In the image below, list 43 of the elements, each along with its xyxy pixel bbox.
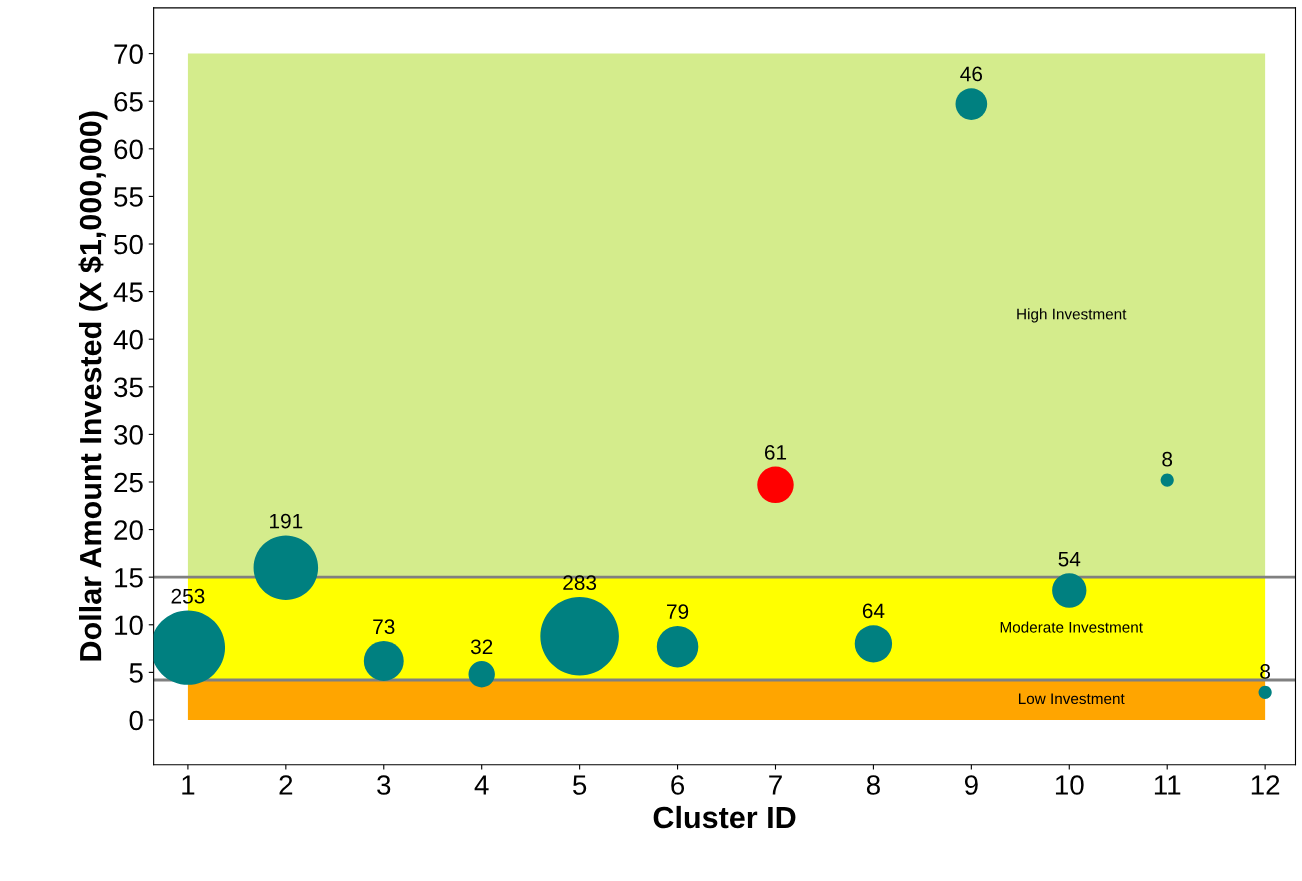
band-label: Moderate Investment [1000,621,1143,633]
x-tick-label: 8 [866,775,880,795]
data-label: 54 [1058,551,1081,567]
y-tick-label: 55 [114,187,143,207]
y-tick-label: 35 [114,377,143,398]
x-tick-label: 12 [1251,775,1280,795]
y-tick-label: 30 [114,425,143,445]
y-tick-label: 70 [114,44,143,64]
x-tick-label: 5 [573,775,587,795]
y-axis-title: Dollar Amount Invested (X $1,000,000) [78,111,108,661]
y-tick-label: 5 [129,663,143,683]
data-label: 8 [1162,451,1173,467]
y-tick-label: 0 [129,710,143,731]
x-tick-label: 3 [377,775,391,795]
x-axis-title: Cluster ID [653,805,796,829]
y-tick-label: 40 [113,329,143,350]
data-label: 253 [171,588,205,604]
y-tick-label: 45 [113,282,143,302]
band-label: High Investment [1017,308,1127,323]
x-tick-label: 7 [769,775,782,795]
data-label: 61 [764,444,787,460]
x-tick-label: 1 [182,775,195,795]
data-label: 191 [270,513,303,529]
y-tick-label: 65 [114,91,143,112]
data-label: 64 [862,603,885,619]
data-label: 283 [563,575,597,591]
x-tick-label: 6 [671,775,685,795]
y-tick-label: 25 [114,472,143,493]
x-tick-label: 9 [964,775,978,795]
x-tick-label: 2 [279,775,293,795]
data-label: 32 [470,639,493,655]
y-tick-label: 15 [115,568,143,588]
x-tick-label: 4 [474,775,489,795]
y-tick-label: 10 [115,615,143,636]
band-label: Low Investment [1018,693,1125,705]
y-tick-label: 50 [114,234,143,255]
y-tick-label: 60 [114,139,143,160]
data-label: 79 [667,604,689,620]
x-tick-label: 11 [1154,775,1181,795]
data-label: 73 [373,619,395,635]
x-tick-label: 10 [1055,775,1084,795]
data-label: 46 [960,66,983,82]
y-tick-label: 20 [114,520,143,540]
